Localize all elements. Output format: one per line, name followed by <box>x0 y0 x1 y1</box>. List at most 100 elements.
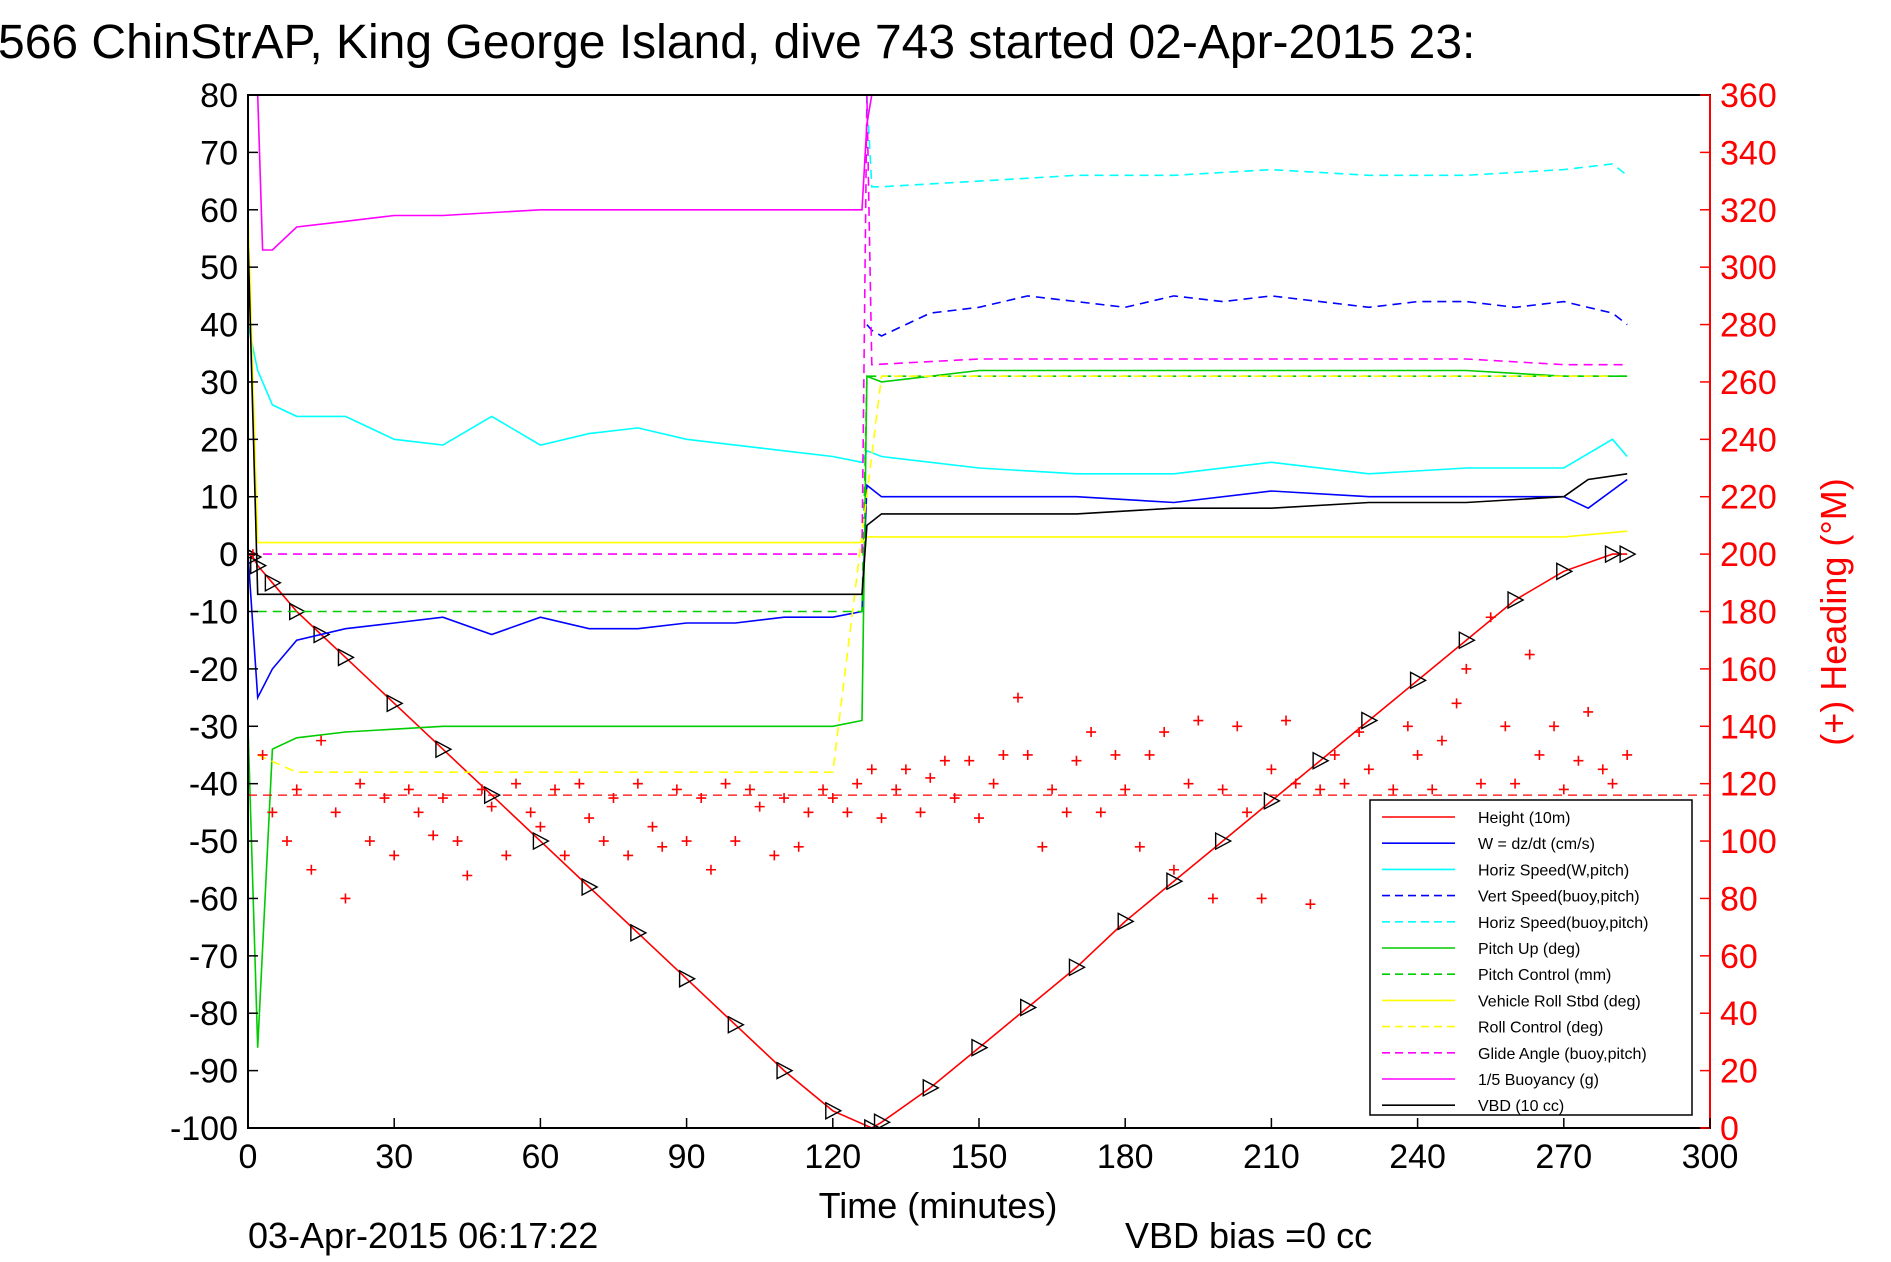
height-marker <box>630 923 648 943</box>
heading-marker <box>291 784 302 795</box>
ytick-left-label: -80 <box>189 995 238 1033</box>
heading-marker <box>876 813 887 824</box>
height-marker <box>1604 544 1623 564</box>
heading-marker <box>1120 784 1131 795</box>
heading-marker <box>657 841 668 852</box>
heading-marker <box>1451 698 1462 709</box>
heading-marker <box>1266 764 1277 775</box>
heading-marker <box>306 864 317 875</box>
heading-marker <box>925 772 936 783</box>
heading-marker <box>1086 727 1097 738</box>
heading-marker <box>598 836 609 847</box>
height-marker <box>1556 562 1574 581</box>
height-marker <box>727 1015 745 1034</box>
xtick-label: 90 <box>668 1138 706 1176</box>
height-marker <box>1117 912 1135 931</box>
y-axis-right-label: (+) Heading (°M) <box>1813 478 1854 745</box>
heading-marker <box>998 749 1009 760</box>
height-marker <box>1020 998 1038 1017</box>
xtick-label: 0 <box>239 1138 258 1176</box>
xtick-label: 60 <box>521 1138 559 1176</box>
heading-marker <box>696 793 707 804</box>
heading-marker <box>550 784 561 795</box>
ytick-left-label: -30 <box>189 708 238 746</box>
heading-marker <box>574 778 585 789</box>
heading-marker <box>1193 715 1204 726</box>
heading-marker <box>1217 784 1228 795</box>
height-marker <box>337 648 355 667</box>
heading-marker <box>316 735 327 746</box>
heading-marker <box>1207 893 1218 904</box>
height-marker <box>971 1038 989 1057</box>
height-marker <box>1312 751 1330 770</box>
footer-timestamp: 03-Apr-2015 06:17:22 <box>248 1215 598 1256</box>
height-marker <box>250 556 268 575</box>
heading-marker <box>939 755 950 766</box>
heading-marker <box>744 784 755 795</box>
heading-marker <box>1071 755 1082 766</box>
ytick-left-label: 0 <box>219 536 238 574</box>
series-pitch-control-mm <box>257 375 1628 613</box>
ytick-right-label: 60 <box>1720 938 1758 976</box>
heading-marker <box>413 807 424 818</box>
ytick-left-label: -100 <box>170 1110 238 1148</box>
heading-marker <box>866 764 877 775</box>
heading-marker <box>1012 692 1023 703</box>
heading-marker <box>559 850 570 861</box>
ytick-right-label: 220 <box>1720 479 1777 517</box>
heading-marker <box>501 850 512 861</box>
heading-marker <box>1281 715 1292 726</box>
height-marker <box>483 785 502 805</box>
height-marker <box>1619 544 1637 564</box>
y-axis-left: 80 70 60 50 40 30 20 10 0 -10 -20 -30 -40 -50 -60 -70 -8… <box>170 77 258 1148</box>
series-horiz-speed-w-pitch <box>248 324 1628 475</box>
xtick-label: 240 <box>1389 1138 1446 1176</box>
heading-marker <box>769 850 780 861</box>
ytick-right-label: 200 <box>1720 536 1777 574</box>
heading-marker <box>1510 778 1521 789</box>
series-vbd-10-cc <box>248 238 1628 596</box>
height-marker <box>386 694 404 713</box>
legend-label-horiz-speed-buoy-pitch: Horiz Speed(buoy,pitch) <box>1478 915 1648 932</box>
heading-marker <box>452 836 463 847</box>
heading-marker <box>486 801 497 812</box>
height-marker <box>313 625 331 644</box>
legend-label-pitch-control-mm: Pitch Control (mm) <box>1478 967 1611 984</box>
heading-marker <box>623 850 634 861</box>
heading-marker <box>389 850 400 861</box>
heading-marker <box>584 813 595 824</box>
heading-marker <box>1339 778 1350 789</box>
ytick-left-label: -20 <box>189 651 238 689</box>
legend-label-vbd-10-cc: VBD (10 cc) <box>1478 1098 1564 1115</box>
height-marker <box>435 740 453 759</box>
heading-marker <box>267 807 278 818</box>
heading-marker <box>1290 778 1301 789</box>
heading-marker <box>1597 764 1608 775</box>
heading-marker <box>476 784 487 795</box>
xtick-label: 270 <box>1535 1138 1592 1176</box>
legend-label-1-5-buoyancy-g: 1/5 Buoyancy (g) <box>1478 1072 1599 1089</box>
ytick-right-label: 80 <box>1720 880 1758 918</box>
legend: Height (10m) W = dz/dt (cm/s) Horiz Speed(… <box>1369 799 1693 1116</box>
legend-label-vehicle-roll-stbd-deg: Vehicle Roll Stbd (deg) <box>1478 993 1641 1010</box>
height-marker <box>1458 631 1476 650</box>
heading-marker <box>1549 721 1560 732</box>
heading-marker <box>1144 749 1155 760</box>
x-axis-label: Time (minutes) <box>819 1185 1058 1226</box>
heading-marker <box>608 793 619 804</box>
heading-marker <box>428 830 439 841</box>
ytick-right-label: 120 <box>1720 766 1777 804</box>
heading-marker <box>842 807 853 818</box>
ytick-right-label: 240 <box>1720 421 1777 459</box>
heading-marker <box>647 821 658 832</box>
ytick-right-label: 180 <box>1720 594 1777 632</box>
legend-label-vert-speed-buoy-pitch: Vert Speed(buoy,pitch) <box>1478 889 1640 906</box>
ytick-right-label: 360 <box>1720 77 1777 115</box>
heading-marker <box>1242 807 1253 818</box>
series-1-5-buoyancy-g <box>256 95 873 251</box>
legend-label-height-10m: Height (10m) <box>1478 810 1570 827</box>
height-marker <box>1409 671 1428 690</box>
heading-marker <box>330 807 341 818</box>
footer-vbd-bias: VBD bias =0 cc <box>1125 1215 1372 1256</box>
heading-marker <box>1061 807 1072 818</box>
